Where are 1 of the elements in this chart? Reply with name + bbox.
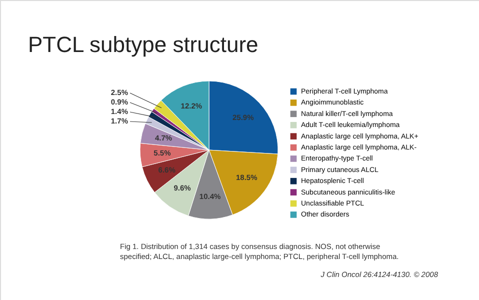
chart-title: PTCL subtype structure [28,32,258,57]
